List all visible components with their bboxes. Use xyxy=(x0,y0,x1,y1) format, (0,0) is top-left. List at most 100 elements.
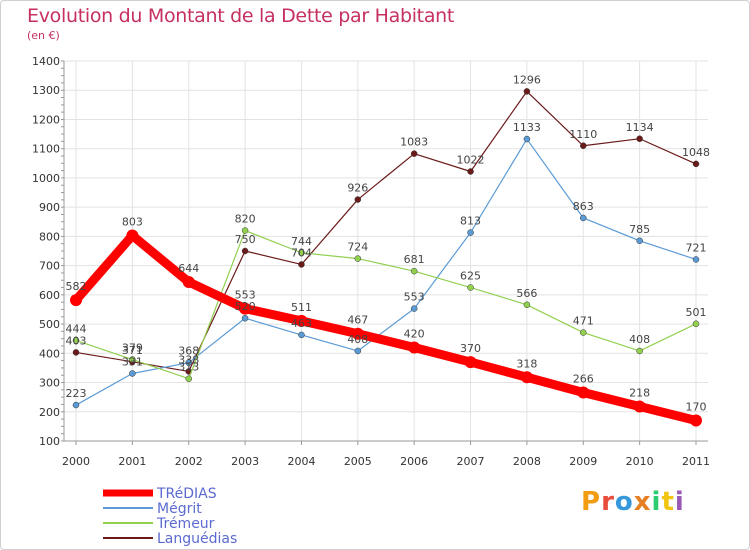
y-tick-label: 1200 xyxy=(32,113,60,126)
data-label-0: 370 xyxy=(460,342,481,355)
x-tick-label: 2009 xyxy=(569,455,597,468)
data-label-0: 803 xyxy=(122,216,143,229)
chart-title: Evolution du Montant de la Dette par Hab… xyxy=(27,5,455,27)
x-tick-label: 2003 xyxy=(231,455,259,468)
series-point-2 xyxy=(692,320,700,328)
data-label-3: 1134 xyxy=(626,121,654,134)
legend-label-2: Trémeur xyxy=(156,516,215,532)
data-label-2: 379 xyxy=(122,341,143,354)
data-label-3: 1296 xyxy=(513,73,541,86)
legend-label-3: Languédias xyxy=(157,531,237,547)
series-point-3 xyxy=(467,168,474,175)
series-point-1 xyxy=(354,347,362,355)
data-label-1: 863 xyxy=(573,200,594,213)
x-tick-label: 2004 xyxy=(287,455,315,468)
legend-label-1: Mégrit xyxy=(157,501,202,517)
series-point-0 xyxy=(70,294,82,307)
data-label-2: 625 xyxy=(460,270,481,283)
proxiti-logo: Proxiti xyxy=(581,487,685,517)
series-point-2 xyxy=(298,249,305,257)
data-label-3: 704 xyxy=(291,246,312,259)
series-line-2 xyxy=(75,229,697,380)
y-tick-label: 300 xyxy=(39,377,60,390)
x-tick-label: 2008 xyxy=(513,455,541,468)
x-tick-label: 2007 xyxy=(457,455,485,468)
data-label-2: 471 xyxy=(573,315,594,328)
grid xyxy=(64,60,708,442)
data-labels: 403 371 338 750 704 926 1083 1022 1296 1110 1134 10… xyxy=(66,73,711,413)
data-label-3: 338 xyxy=(178,353,199,366)
logo-letter: x xyxy=(633,487,652,517)
series-point-2 xyxy=(185,375,192,382)
data-label-0: 511 xyxy=(291,301,312,314)
series-point-3 xyxy=(241,247,249,255)
series-point-0 xyxy=(182,275,195,288)
series-line-0 xyxy=(71,231,701,426)
y-tick-label: 1400 xyxy=(32,55,60,68)
y-tick-label: 1100 xyxy=(32,143,60,156)
series-point-1 xyxy=(72,401,80,409)
data-label-0: 582 xyxy=(66,280,87,293)
data-label-0: 553 xyxy=(235,289,256,302)
y-tick-label: 500 xyxy=(39,318,60,331)
data-label-3: 926 xyxy=(347,182,368,195)
series-point-1 xyxy=(523,135,531,143)
series-point-3 xyxy=(354,196,362,203)
series-point-1 xyxy=(298,331,305,339)
y-tick-label: 600 xyxy=(39,289,60,302)
series-point-1 xyxy=(410,305,418,312)
x-tick-label: 2002 xyxy=(175,455,203,468)
logo-letter: o xyxy=(614,487,634,517)
logo-letter: P xyxy=(581,487,602,517)
series-point-2 xyxy=(410,267,418,275)
data-label-1: 785 xyxy=(629,223,650,236)
series-point-3 xyxy=(580,142,587,150)
y-tick-label: 900 xyxy=(39,201,60,214)
legend-label-0: TRéDIAS xyxy=(156,486,217,502)
x-tick-label: 2006 xyxy=(400,455,428,468)
y-tick-label: 800 xyxy=(39,230,60,243)
y-tick-label: 1300 xyxy=(32,84,60,97)
series-point-2 xyxy=(467,284,474,291)
series-point-2 xyxy=(580,329,587,336)
data-label-1: 520 xyxy=(235,300,256,313)
data-label-3: 403 xyxy=(66,334,87,347)
series-point-0 xyxy=(126,229,139,242)
data-label-0: 420 xyxy=(404,327,425,340)
series-point-0 xyxy=(633,400,646,413)
series xyxy=(70,88,702,427)
data-label-0: 218 xyxy=(629,387,650,400)
x-tick-label: 2011 xyxy=(682,455,710,468)
series-point-0 xyxy=(351,327,364,340)
series-point-3 xyxy=(298,261,305,268)
series-point-3 xyxy=(523,88,531,95)
data-label-0: 318 xyxy=(516,357,537,370)
data-label-3: 1083 xyxy=(400,136,428,149)
x-tick-label: 2010 xyxy=(626,455,654,468)
data-label-0: 467 xyxy=(347,314,368,327)
series-point-1 xyxy=(241,314,249,322)
data-label-2: 820 xyxy=(235,213,256,226)
data-label-2: 744 xyxy=(291,235,312,248)
data-label-1: 721 xyxy=(686,241,707,254)
y-tick-label: 400 xyxy=(39,347,60,360)
x-tick-label: 2000 xyxy=(62,455,90,468)
series-point-2 xyxy=(523,301,531,309)
data-label-2: 501 xyxy=(686,306,707,319)
series-point-2 xyxy=(129,356,136,363)
series-point-3 xyxy=(410,150,418,157)
data-label-0: 170 xyxy=(686,401,707,414)
logo-letter: t xyxy=(661,487,675,517)
series-point-0 xyxy=(577,386,590,399)
data-label-2: 313 xyxy=(178,361,199,374)
series-point-3 xyxy=(636,135,643,143)
data-label-1: 463 xyxy=(291,317,312,330)
series-point-0 xyxy=(295,314,308,327)
series-point-0 xyxy=(464,356,477,369)
series-point-1 xyxy=(692,256,700,263)
data-label-1: 813 xyxy=(460,215,481,228)
series-point-1 xyxy=(580,214,587,222)
